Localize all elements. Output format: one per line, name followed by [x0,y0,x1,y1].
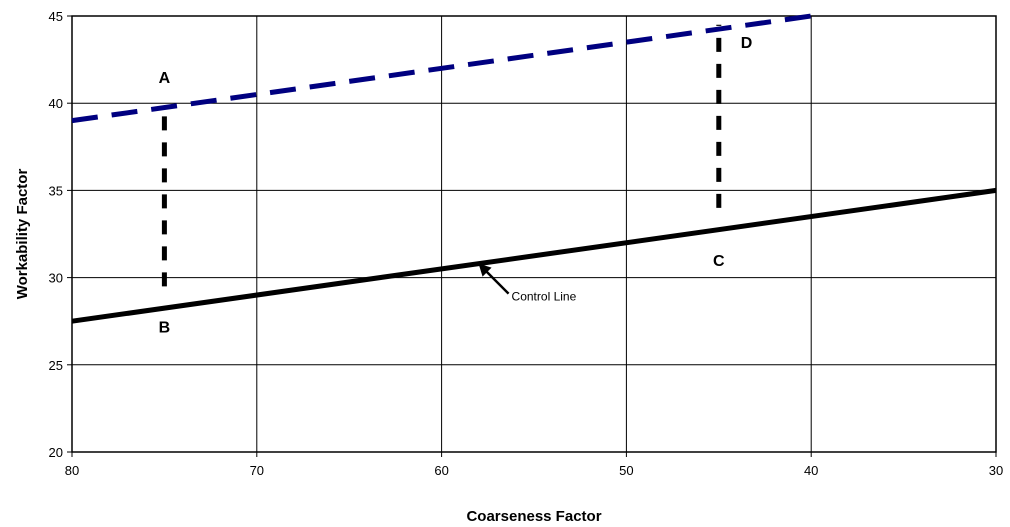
dashed-blue-line [71,13,812,124]
x-tick-label: 60 [434,463,448,478]
point-label-a: A [159,70,171,87]
x-axis-title: Coarseness Factor [466,508,601,525]
y-tick-label: 40 [49,96,63,111]
x-tick-label: 30 [989,463,1003,478]
x-tick-label: 50 [619,463,633,478]
tick-labels: 80 70 60 50 40 30 20 25 30 35 40 45 [49,9,1004,478]
point-label-b: B [159,319,171,336]
control-line-annotation: Control Line [512,290,577,304]
y-tick-label: 35 [49,183,63,198]
y-axis-title: Workability Factor [14,169,31,300]
y-tick-label: 20 [49,445,63,460]
series-group [71,13,997,324]
y-tick-label: 30 [49,271,63,286]
plot-border [71,15,997,453]
axes [67,15,997,457]
annotation-arrow-shaft [483,268,510,295]
x-tick-label: 70 [250,463,264,478]
x-tick-label: 80 [65,463,79,478]
control-line [71,187,997,324]
annotation-arrow-head [478,263,492,277]
x-tick-label: 40 [804,463,818,478]
point-label-c: C [713,253,725,270]
y-tick-label: 25 [49,358,63,373]
plot-area [72,16,996,452]
y-tick-label: 45 [49,9,63,24]
point-label-d: D [741,35,753,52]
annotation-group: Control Line [478,263,577,304]
point-labels: A B C D [159,35,753,336]
